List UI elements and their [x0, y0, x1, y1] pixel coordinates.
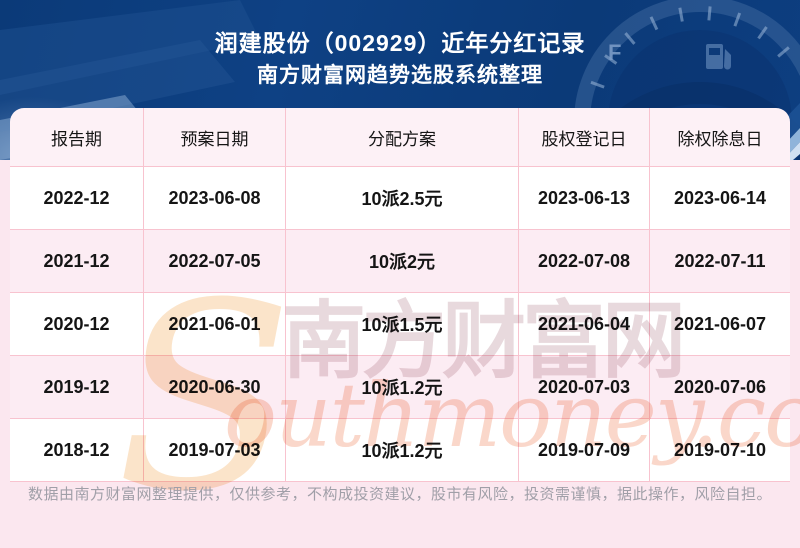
table-cell: 2022-07-05 [143, 230, 285, 292]
dividend-table: 报告期 预案日期 分配方案 股权登记日 除权除息日 2022-12 2023-0… [10, 108, 790, 482]
table-cell: 2023-06-14 [649, 167, 790, 229]
table-row: 2018-12 2019-07-03 10派1.2元 2019-07-09 20… [10, 418, 790, 481]
table-cell: 10派2.5元 [285, 167, 518, 229]
table-cell: 2020-07-06 [649, 356, 790, 418]
table-cell: 2019-12 [43, 376, 110, 397]
table-row: 2022-12 2023-06-08 10派2.5元 2023-06-13 20… [10, 166, 790, 229]
table-cell: 2019-07-10 [649, 419, 790, 481]
page-subtitle: 南方财富网趋势选股系统整理 [257, 64, 543, 87]
gauge-f-mark: F [608, 40, 621, 65]
table-row: 2020-12 2021-06-01 10派1.5元 2021-06-04 20… [10, 292, 790, 355]
table-header-row: 报告期 预案日期 分配方案 股权登记日 除权除息日 [10, 108, 790, 166]
table-cell: 2018-12 [43, 439, 110, 460]
column-header-distribution-plan: 分配方案 [285, 108, 518, 166]
table-cell: 2020-06-30 [143, 356, 285, 418]
table-cell: 10派1.2元 [285, 419, 518, 481]
table-cell: 10派1.5元 [285, 293, 518, 355]
table-cell: 2020-12 [43, 313, 110, 334]
table-cell: 2019-07-09 [518, 419, 649, 481]
column-header-report-period: 报告期 [51, 129, 102, 149]
table-cell: 10派2元 [285, 230, 518, 292]
column-header-record-date: 股权登记日 [518, 108, 649, 166]
table-cell: 2020-07-03 [518, 356, 649, 418]
column-header-plan-date: 预案日期 [143, 108, 285, 166]
table-cell: 2023-06-13 [518, 167, 649, 229]
table-cell: 2021-06-04 [518, 293, 649, 355]
page-title: 润建股份（002929）近年分红记录 [214, 30, 586, 56]
table-cell: 2021-06-07 [649, 293, 790, 355]
table-cell: 2022-12 [43, 187, 110, 208]
table-cell: 2021-12 [43, 250, 110, 271]
disclaimer-text: 数据由南方财富网整理提供，仅供参考，不构成投资建议，股市有风险，投资需谨慎，据此… [27, 486, 772, 503]
table-row: 2019-12 2020-06-30 10派1.2元 2020-07-03 20… [10, 355, 790, 418]
table-cell: 2023-06-08 [143, 167, 285, 229]
column-header-ex-dividend-date: 除权除息日 [649, 108, 790, 166]
table-cell: 2022-07-08 [518, 230, 649, 292]
table-cell: 2022-07-11 [649, 230, 790, 292]
table-cell: 2019-07-03 [143, 419, 285, 481]
table-cell: 10派1.2元 [285, 356, 518, 418]
table-row: 2021-12 2022-07-05 10派2元 2022-07-08 2022… [10, 229, 790, 292]
fuel-pump-icon [706, 44, 731, 70]
table-cell: 2021-06-01 [143, 293, 285, 355]
